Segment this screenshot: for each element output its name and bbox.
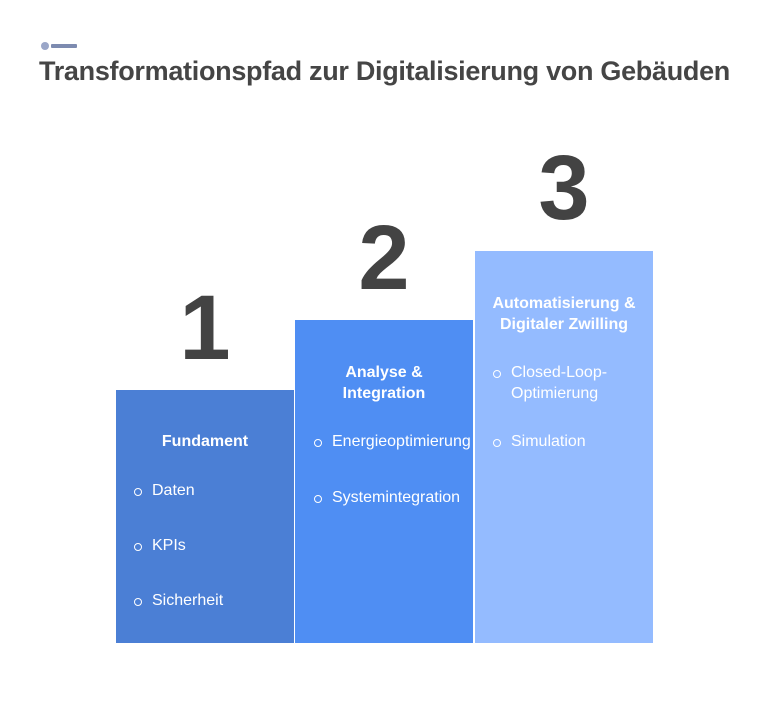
step-block [475,251,653,643]
step-heading: Automatisierung & Digitaler Zwilling [492,295,636,333]
step-heading: Analyse & Integration [342,364,426,402]
step-heading: Fundament [161,433,249,450]
step-item: Energieoptimierung [314,431,482,452]
step-item: Daten [134,480,282,501]
step-item: Closed-Loop-Optimierung [493,362,621,404]
step-block [116,390,294,643]
step-item: KPIs [134,535,282,556]
step-item: Systemintegration [314,487,482,508]
step-number: 2 [358,207,410,309]
logo [41,42,77,50]
step-number: 3 [538,137,590,239]
step-item: Simulation [493,431,621,452]
step-item: Sicherheit [134,590,282,611]
step-number: 1 [179,277,231,379]
step-block [295,320,473,643]
title: Transformationspfad zur Digitalisierung … [39,56,730,86]
